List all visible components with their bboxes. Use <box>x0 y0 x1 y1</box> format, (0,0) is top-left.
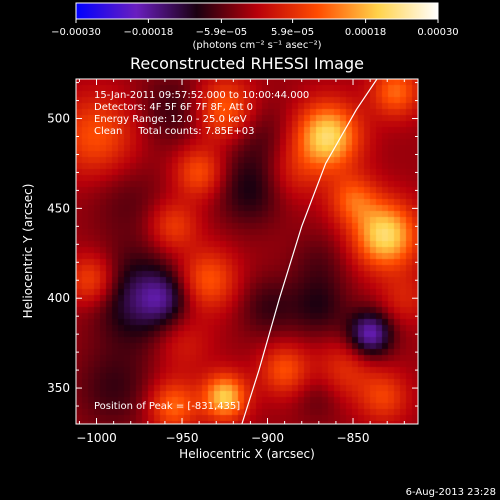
colorbar-tick-label: −0.00018 <box>124 27 174 38</box>
y-tick-label: 500 <box>47 112 70 126</box>
y-tick-label: 450 <box>47 201 70 215</box>
plot-frame <box>75 78 419 425</box>
x-tick-label: −1000 <box>76 431 117 445</box>
x-tick-label: −950 <box>166 431 199 445</box>
x-axis-label: Heliocentric X (arcsec) <box>179 447 315 461</box>
y-tick-label: 400 <box>47 291 70 305</box>
colorbar-gradient <box>75 2 439 20</box>
y-axis-ticks: 350 400 450 500 <box>47 82 418 407</box>
annotation-detectors: Detectors: 4F 5F 6F 7F 8F, Att 0 <box>94 102 253 113</box>
x-tick-label: −850 <box>337 431 370 445</box>
colorbar-tick-label: −5.9e−05 <box>196 27 248 38</box>
colorbar-tick-label: 0.00018 <box>345 27 386 38</box>
x-axis-ticks: −1000 −950 −900 −850 <box>76 79 405 445</box>
y-tick-label: 350 <box>47 381 70 395</box>
x-tick-label: −900 <box>251 431 284 445</box>
colorbar-unit: (photons cm⁻² s⁻¹ asec⁻²) <box>192 40 321 51</box>
colorbar: −0.00030 −0.00018 −5.9e−05 5.9e−05 0.00018 0.… <box>51 2 459 51</box>
annotation-time-range: 15-Jan-2011 09:57:52.000 to 10:00:44.000 <box>94 90 309 101</box>
annotation-clean-counts: Clean Total counts: 7.85E+03 <box>94 126 254 137</box>
colorbar-ticks: −0.00030 −0.00018 −5.9e−05 5.9e−05 0.00018 0.… <box>51 19 459 38</box>
heatmap-image <box>76 79 418 424</box>
y-axis-label: Heliocentric Y (arcsec) <box>21 184 35 319</box>
annotations: 15-Jan-2011 09:57:52.000 to 10:00:44.000… <box>94 90 309 412</box>
colorbar-tick-label: −0.00030 <box>51 27 101 38</box>
footer-date: 6-Aug-2013 23:28 <box>406 487 496 498</box>
peak-position-label: Position of Peak = [-831,435] <box>94 401 240 412</box>
colorbar-tick-label: 5.9e−05 <box>271 27 314 38</box>
annotation-energy-range: Energy Range: 12.0 - 25.0 keV <box>94 114 247 125</box>
chart-title: Reconstructed RHESSI Image <box>130 54 364 73</box>
solar-limb-curve <box>241 79 378 424</box>
colorbar-tick-label: 0.00030 <box>417 27 458 38</box>
